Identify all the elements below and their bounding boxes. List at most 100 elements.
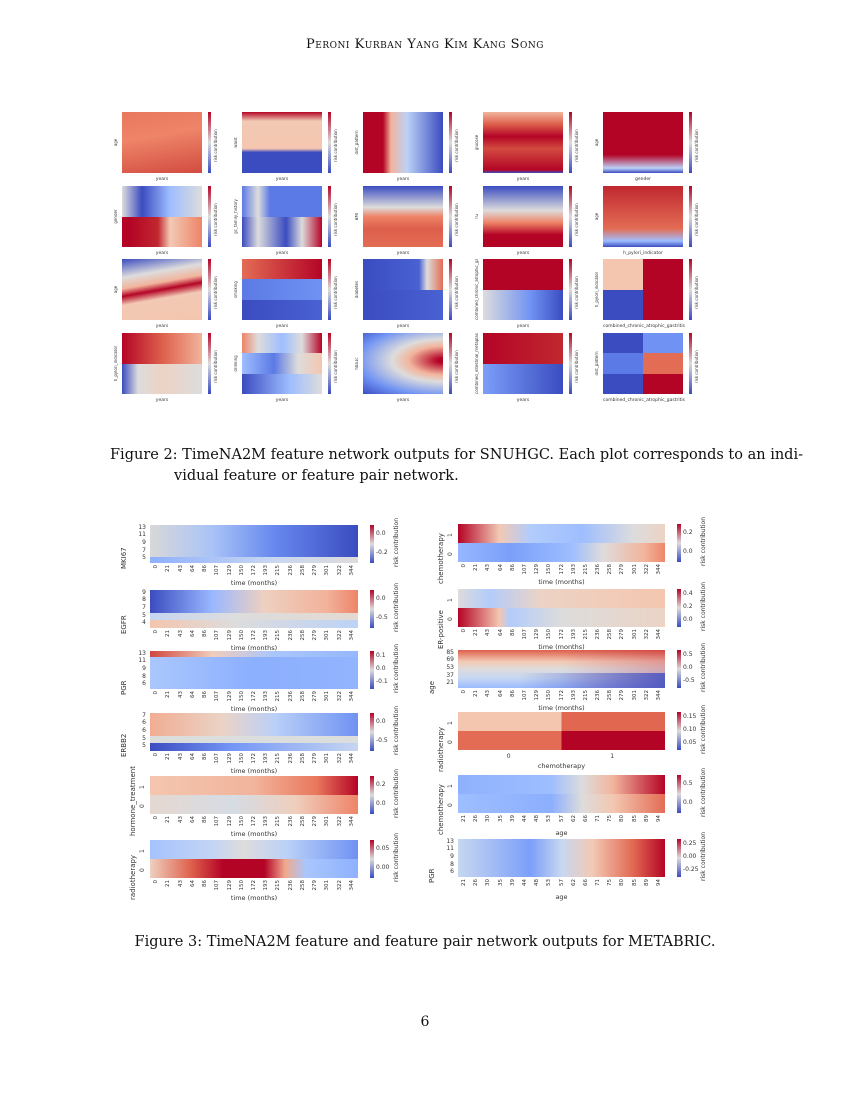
y-axis-label: gc_family_history [234,199,238,234]
colorbar [689,186,692,247]
x-tick-label: 150 [546,690,553,701]
heatmap [150,525,358,563]
x-tick-label: 21 [461,879,468,886]
heatmap [458,712,665,750]
heatmap-overlay [458,672,665,688]
figure-2-caption-line-2: vidual feature or feature pair network. [174,468,459,484]
colorbar [689,333,692,394]
colorbar-label: risk contribution [700,516,707,566]
x-tick-label: 66 [582,815,589,822]
x-tick-label: 0 [153,880,160,884]
x-tick-label: 236 [595,564,602,575]
y-axis-label: hba1c [355,357,359,370]
x-tick-label: 344 [348,691,355,702]
y-tick-label: 0 [447,616,454,621]
x-tick-label: 215 [582,629,589,640]
heatmap-row [242,279,322,300]
x-tick-label: 64 [497,690,504,697]
x-tick-label: 258 [299,880,306,891]
x-tick-label: 193 [570,690,577,701]
x-tick-label: 172 [558,690,565,701]
x-tick-label: 279 [312,880,319,891]
heatmap [242,112,322,173]
x-tick-label: 107 [521,690,528,701]
x-tick-label: 0 [461,564,468,568]
heatmap-row [150,840,358,859]
heatmap-row [603,353,683,374]
y-axis-label: radiotherapy [129,854,137,900]
colorbar-label: risk contribution [700,767,707,817]
colorbar-label: risk contribution [574,203,579,236]
colorbar-tick-label: 0.5 [683,779,693,787]
x-tick-label: 71 [595,815,602,822]
heatmap [242,186,322,247]
y-tick-label: 5 [142,554,146,562]
x-tick-label: 215 [275,691,282,702]
colorbar-tick-label: -0.25 [683,865,699,873]
x-axis-label: time (months) [538,643,585,651]
x-tick-label: 0 [153,565,160,569]
y-axis-label: age [595,138,599,147]
x-tick-label: 0 [461,690,468,694]
y-axis-label: dist_pattern [355,130,359,155]
y-tick-label: 1 [447,783,454,788]
x-tick-label: 129 [226,565,233,576]
colorbar-tick-label: -0.5 [376,613,388,621]
heatmap-row [458,712,665,731]
x-tick-label: 193 [570,629,577,640]
colorbar-label: risk contribution [213,203,218,236]
colorbar [328,112,331,173]
x-tick-label: 150 [546,564,553,575]
heatmap-row [150,620,358,628]
x-tick-label: 1 [610,753,615,760]
x-tick-label: 94 [655,815,662,822]
x-tick-label: 344 [348,630,355,641]
colorbar [677,524,681,562]
x-axis-label: time (months) [230,579,278,587]
colorbar-tick-label: 0.5 [683,651,693,659]
x-tick-label: 215 [275,565,282,576]
x-tick-label: 344 [348,880,355,891]
x-tick-label: 258 [299,691,306,702]
x-tick-label: 89 [643,815,650,822]
x-tick-label: 85 [631,879,638,886]
x-tick-label: 344 [348,565,355,576]
x-tick-label: 279 [312,691,319,702]
colorbar-label: risk contribution [333,129,338,162]
colorbar [370,525,374,563]
x-tick-label: 258 [299,565,306,576]
colorbar-label: risk contribution [694,350,699,383]
x-tick-label: 62 [570,879,577,886]
heatmap-row [150,735,358,744]
x-tick-label: 62 [570,815,577,822]
colorbar [677,839,681,877]
colorbar-tick-label: 0.0 [683,547,693,555]
x-tick-label: 236 [287,691,294,702]
colorbar-label: risk contribution [393,582,400,632]
x-tick-label: 172 [251,630,257,641]
x-tick-label: 129 [534,564,541,575]
colorbar-label: risk contribution [700,704,707,754]
colorbar-tick-label: 0.25 [683,840,697,848]
x-axis-label: years [396,324,410,329]
x-tick-label: 64 [189,816,196,823]
heatmap-row [483,333,563,364]
heatmap [603,112,683,173]
x-tick-label: 301 [324,880,331,891]
x-tick-label: 21 [165,565,172,572]
x-axis-label: years [516,251,530,256]
y-tick-label: 5 [142,734,146,742]
x-tick-label: 193 [263,816,270,827]
x-tick-label: 39 [509,879,516,886]
heatmap-row [483,363,563,394]
colorbar [677,589,681,627]
colorbar-label: risk contribution [393,705,400,755]
colorbar [370,651,374,689]
x-tick-label: 344 [655,690,662,701]
colorbar [208,186,211,247]
y-tick-label: 13 [138,649,146,657]
x-tick-label: 53 [546,815,553,822]
x-tick-label: 30 [485,815,492,822]
y-tick-label: 1 [447,720,454,725]
y-tick-label: 5 [142,611,146,619]
